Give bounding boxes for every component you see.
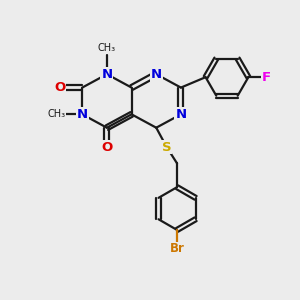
Text: N: N bbox=[151, 68, 162, 81]
Text: N: N bbox=[175, 108, 187, 121]
Text: N: N bbox=[77, 108, 88, 121]
Text: F: F bbox=[262, 71, 272, 84]
Text: CH₃: CH₃ bbox=[47, 109, 65, 119]
Text: O: O bbox=[101, 140, 112, 154]
Text: O: O bbox=[54, 81, 66, 94]
Text: Br: Br bbox=[169, 242, 184, 256]
Text: N: N bbox=[101, 68, 112, 81]
Text: CH₃: CH₃ bbox=[98, 44, 116, 53]
Text: S: S bbox=[162, 140, 172, 154]
